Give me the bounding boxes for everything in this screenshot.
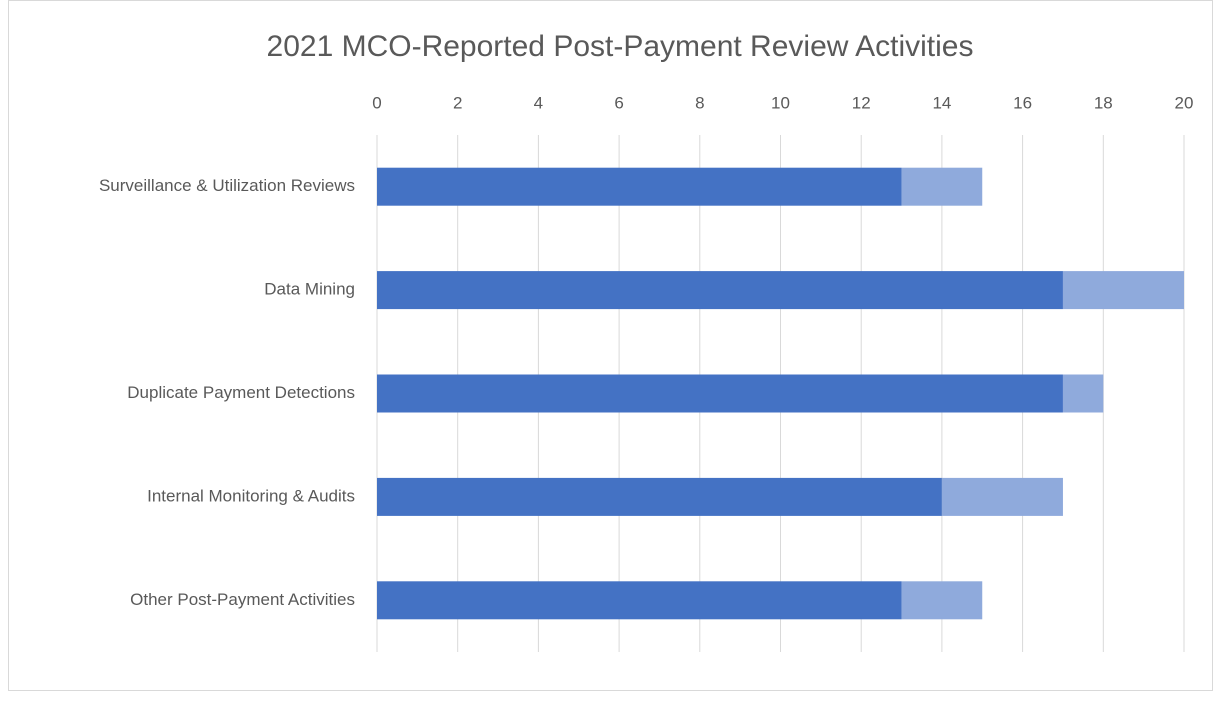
chart-title: 2021 MCO-Reported Post-Payment Review Ac… [267, 30, 974, 63]
x-tick-label: 20 [1175, 93, 1194, 112]
x-tick-label: 8 [695, 93, 704, 112]
y-tick-label: Data Mining [264, 280, 355, 299]
bar-segment [377, 581, 902, 620]
x-tick-label: 4 [534, 93, 543, 112]
x-tick-label: 0 [372, 93, 381, 112]
x-tick-label: 6 [614, 93, 623, 112]
bar-segment [377, 167, 902, 206]
chart-frame [8, 0, 1213, 691]
bar-segment [901, 581, 983, 620]
x-tick-label: 12 [852, 93, 871, 112]
y-tick-label: Other Post-Payment Activities [130, 590, 355, 609]
bar-segment [1062, 271, 1184, 310]
x-tick-label: 2 [453, 93, 462, 112]
bar-segment [377, 271, 1063, 310]
x-tick-label: 18 [1094, 93, 1113, 112]
x-tick-label: 14 [932, 93, 951, 112]
x-tick-label: 16 [1013, 93, 1032, 112]
bar-segment [941, 477, 1063, 516]
y-tick-label: Surveillance & Utilization Reviews [99, 176, 355, 195]
y-tick-label: Internal Monitoring & Audits [147, 486, 355, 505]
bar-segment [901, 167, 983, 206]
bar-segment [1062, 374, 1104, 413]
bar-segment [377, 374, 1063, 413]
y-tick-label: Duplicate Payment Detections [127, 383, 355, 402]
bar-segment [377, 477, 942, 516]
x-tick-label: 10 [771, 93, 790, 112]
